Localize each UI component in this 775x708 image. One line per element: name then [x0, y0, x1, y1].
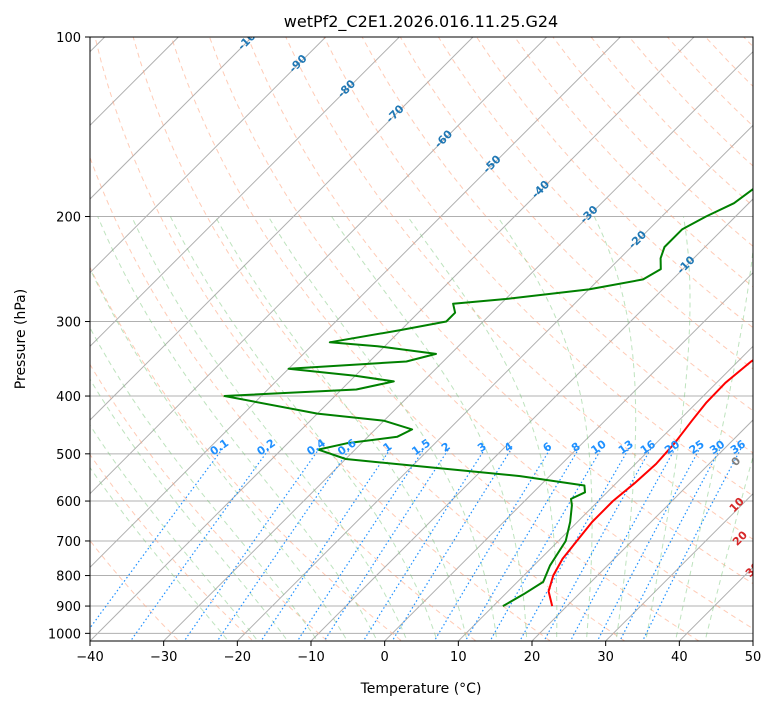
- x-tick-label: −30: [150, 650, 177, 665]
- moist-adiabat: [90, 424, 259, 641]
- y-axis-label: Pressure (hPa): [13, 289, 29, 389]
- dry-adiabat: [90, 363, 329, 641]
- x-tick-label: 40: [671, 650, 688, 665]
- mixing-ratio-line-6: [433, 448, 551, 641]
- moist-adiabat: [331, 216, 528, 641]
- dry-adiabat: [94, 37, 552, 641]
- y-tick-label: 700: [56, 535, 81, 550]
- isotherm--80: [90, 37, 400, 348]
- y-tick-label: 1000: [48, 627, 81, 642]
- plot-frame: [89, 36, 754, 642]
- x-axis-label: Temperature (°C): [360, 681, 482, 697]
- moist-adiabat: [214, 216, 468, 641]
- dry-adiabat: [285, 37, 753, 540]
- y-tick-label: 900: [56, 600, 81, 615]
- y-tick-label: 200: [56, 211, 81, 226]
- x-tick-label: 50: [745, 650, 762, 665]
- dry-adiabat: [514, 37, 753, 288]
- dry-adiabat: [90, 453, 254, 641]
- moist-adiabat: [90, 267, 348, 641]
- mixing-ratio-line-1.5: [296, 448, 425, 641]
- moist-adiabat: [90, 326, 319, 641]
- isotherm-30: [604, 492, 753, 641]
- isotherm-0: [383, 271, 753, 641]
- x-tick-label: −10: [297, 650, 324, 665]
- mixing-ratio-line-10: [489, 448, 603, 641]
- plot-area: [90, 37, 753, 641]
- y-tick-label: 100: [56, 31, 81, 46]
- x-tick-label: −20: [224, 650, 251, 665]
- moist-adiabat: [169, 216, 438, 641]
- isotherm--60: [90, 37, 548, 495]
- mixing-ratio-line-20: [569, 448, 676, 641]
- y-axis: 100 200 300 400 500 600 700 800 900 1000: [48, 31, 90, 642]
- dry-adiabat: [170, 37, 700, 641]
- dry-adiabat: [399, 37, 753, 412]
- x-tick-label: −40: [76, 650, 103, 665]
- dry-adiabat: [437, 37, 753, 370]
- y-tick-label: 400: [56, 390, 81, 405]
- isotherm--100: [90, 37, 253, 200]
- mixing-ratio-line-2: [323, 448, 450, 641]
- isotherm--90: [90, 37, 327, 274]
- isotherm--10: [310, 198, 753, 641]
- moist-adiabat: [674, 246, 753, 641]
- y-tick-label: 800: [56, 570, 81, 585]
- mixing-ratio-line-0.6: [216, 448, 351, 641]
- x-tick-label: 10: [450, 650, 467, 665]
- chart-title: wetPf2_C2E1.2026.016.11.25.G24: [284, 12, 558, 32]
- series-layer: [223, 187, 753, 607]
- dry-adiabat: [90, 156, 477, 641]
- dry-adiabat: [90, 539, 180, 641]
- moist-adiabat-label: 30: [743, 560, 763, 580]
- mixing-ratio-line-3: [362, 448, 486, 641]
- background-lines: [90, 37, 753, 641]
- mixing-ratio-line-0.4: [183, 448, 320, 641]
- x-tick-label: 0: [381, 650, 389, 665]
- moist-adiabat: [593, 216, 637, 641]
- dry-adiabat: [209, 37, 753, 630]
- mixing-ratio-line-8: [464, 448, 580, 641]
- temperature-profile: [547, 359, 753, 607]
- y-tick-label: 300: [56, 316, 81, 331]
- x-tick-label: 20: [524, 650, 541, 665]
- mixing-ratio-line-4: [391, 448, 513, 641]
- moist-adiabat: [267, 216, 498, 641]
- x-axis: −40 −30 −20 −10 0 10 20 30 40 50: [76, 641, 761, 665]
- isotherm--50: [90, 37, 621, 569]
- moist-adiabat: [90, 378, 289, 641]
- y-tick-label: 600: [56, 495, 81, 510]
- dry-adiabat: [247, 37, 753, 585]
- isotherm--20: [236, 124, 753, 641]
- moist-adiabat: [407, 216, 558, 641]
- moist-adiabat: [704, 454, 753, 641]
- isotherm--70: [90, 37, 474, 421]
- isotherm-10: [457, 345, 753, 641]
- moist-adiabat: [90, 466, 229, 641]
- dry-adiabat: [90, 266, 403, 641]
- mixing-ratio-line-25: [596, 448, 701, 641]
- mixing-ratio-line-1: [260, 448, 392, 641]
- moist-adiabat: [645, 216, 691, 641]
- y-tick-label: 500: [56, 448, 81, 463]
- dewpoint-profile: [223, 187, 753, 607]
- isotherm-20: [531, 419, 753, 641]
- dry-adiabat: [132, 37, 626, 641]
- moist-adiabat: [131, 216, 408, 641]
- moist-adiabat: [496, 216, 593, 641]
- x-tick-label: 30: [597, 650, 614, 665]
- mixing-ratio-line-0.1: [90, 448, 224, 629]
